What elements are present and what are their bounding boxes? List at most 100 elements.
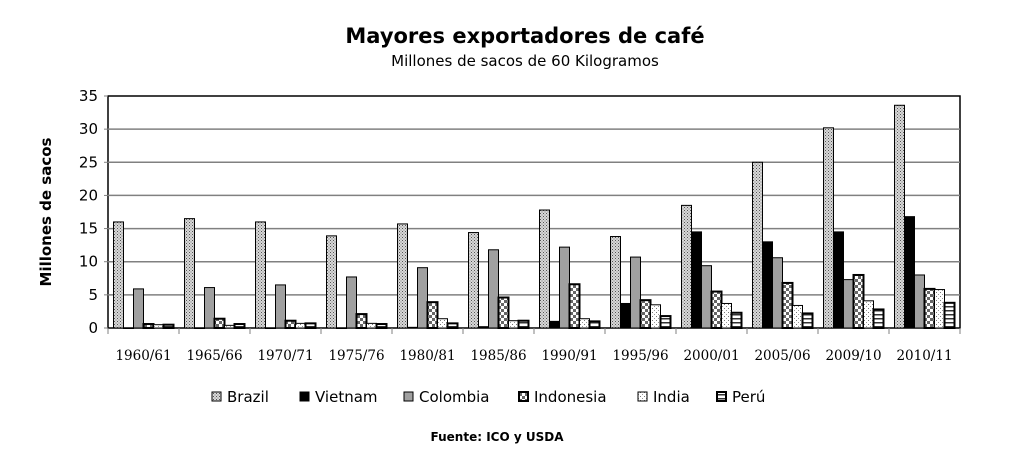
bar-perú-1985/86 — [517, 319, 530, 329]
bar-india-1975/76 — [366, 322, 377, 329]
bar-perú-1980/81 — [446, 322, 459, 329]
bar-vietnam-2010/11 — [904, 216, 915, 329]
bar-brazil-2005/06 — [752, 161, 763, 329]
bar-indonesia-1965/66 — [213, 317, 226, 330]
legend-label-colombia: Colombia — [419, 388, 490, 406]
bar-india-2010/11 — [934, 289, 945, 329]
bar-perú-2005/06 — [801, 312, 814, 330]
bar-brazil-1985/86 — [468, 232, 479, 329]
x-tick-label: 1965/66 — [186, 348, 242, 364]
bar-perú-1970/71 — [304, 322, 317, 329]
bar-indonesia-1985/86 — [497, 296, 510, 330]
y-axis-label: Millones de sacos — [37, 137, 55, 286]
x-tick-label: 1970/71 — [257, 348, 313, 364]
bar-perú-1995/96 — [659, 315, 672, 330]
bar-indonesia-1975/76 — [355, 313, 368, 329]
legend-swatch-colombia — [403, 391, 414, 402]
bar-vietnam-2005/06 — [762, 241, 773, 329]
bar-colombia-2010/11 — [914, 274, 925, 329]
bar-brazil-1965/66 — [184, 218, 195, 329]
x-tick-label: 1990/91 — [541, 348, 597, 364]
bar-colombia-2009/10 — [843, 279, 854, 329]
legend-swatch-perú — [716, 391, 727, 402]
x-tick-label: 1995/96 — [612, 348, 668, 364]
bar-colombia-1960/61 — [133, 288, 144, 329]
bar-vietnam-1995/96 — [620, 302, 631, 329]
bar-colombia-1980/81 — [417, 267, 428, 329]
bar-brazil-1975/76 — [326, 235, 337, 329]
y-tick-label: 35 — [79, 87, 98, 105]
bar-colombia-1995/96 — [630, 256, 641, 329]
bar-vietnam-1980/81 — [407, 326, 418, 329]
bar-perú-1960/61 — [162, 323, 175, 329]
bar-brazil-1995/96 — [610, 236, 621, 329]
bar-indonesia-1980/81 — [426, 301, 439, 329]
bar-india-1970/71 — [295, 322, 306, 329]
legend-swatch-brazil — [211, 391, 222, 402]
bar-vietnam-1985/86 — [478, 326, 489, 329]
x-tick-label: 1980/81 — [399, 348, 455, 364]
bar-indonesia-1960/61 — [142, 323, 155, 330]
y-tick-label: 10 — [79, 253, 98, 271]
bar-colombia-1965/66 — [204, 287, 215, 329]
x-tick-label: 2005/06 — [754, 348, 810, 364]
bar-brazil-1960/61 — [113, 221, 124, 329]
bar-india-1990/91 — [579, 318, 590, 329]
x-tick-label: 2009/10 — [825, 348, 881, 364]
bar-brazil-1970/71 — [255, 221, 266, 329]
bar-india-2000/01 — [721, 302, 732, 329]
bar-indonesia-2000/01 — [710, 290, 723, 329]
x-tick-label: 2000/01 — [683, 348, 739, 364]
x-tick-label: 1975/76 — [328, 348, 384, 364]
bar-colombia-1985/86 — [488, 249, 499, 329]
legend-label-india: India — [653, 388, 690, 406]
bar-brazil-2000/01 — [681, 204, 692, 329]
bar-india-1985/86 — [508, 320, 519, 329]
legend-swatch-india — [637, 391, 648, 402]
bar-india-2009/10 — [863, 300, 874, 329]
bar-vietnam-1960/61 — [123, 327, 134, 329]
bar-vietnam-2000/01 — [691, 231, 702, 329]
bar-vietnam-1990/91 — [549, 320, 560, 329]
bar-vietnam-1970/71 — [265, 327, 276, 329]
bar-perú-2010/11 — [943, 301, 956, 330]
bar-india-1995/96 — [650, 304, 661, 329]
y-tick-label: 0 — [88, 319, 98, 337]
x-tick-label: 2010/11 — [896, 348, 952, 364]
bar-vietnam-1975/76 — [336, 327, 347, 329]
bar-india-1965/66 — [224, 324, 235, 329]
bar-perú-2000/01 — [730, 311, 743, 329]
x-tick-label: 1960/61 — [115, 348, 171, 364]
bar-indonesia-1990/91 — [568, 283, 581, 330]
bar-indonesia-2010/11 — [923, 287, 936, 329]
bar-vietnam-2009/10 — [833, 231, 844, 329]
x-tick-label: 1985/86 — [470, 348, 526, 364]
bar-colombia-1975/76 — [346, 276, 357, 329]
bar-brazil-2010/11 — [894, 104, 905, 329]
y-tick-label: 15 — [79, 220, 98, 238]
legend-label-vietnam: Vietnam — [315, 388, 378, 406]
bar-colombia-1990/91 — [559, 246, 570, 329]
bar-perú-1965/66 — [233, 323, 246, 330]
bar-indonesia-1995/96 — [639, 299, 652, 330]
legend-label-indonesia: Indonesia — [534, 388, 607, 406]
y-tick-label: 20 — [79, 186, 98, 204]
y-tick-label: 30 — [79, 120, 98, 138]
bar-colombia-2005/06 — [772, 257, 783, 329]
legend-label-brazil: Brazil — [227, 388, 269, 406]
bar-colombia-1970/71 — [275, 284, 286, 329]
bar-india-1960/61 — [153, 324, 164, 329]
y-tick-label: 5 — [88, 286, 98, 304]
bar-perú-2009/10 — [872, 308, 885, 330]
bar-indonesia-2009/10 — [852, 273, 865, 330]
bar-brazil-1980/81 — [397, 223, 408, 329]
bar-colombia-2000/01 — [701, 265, 712, 329]
bar-indonesia-1970/71 — [284, 319, 297, 329]
bar-brazil-2009/10 — [823, 127, 834, 329]
legend-label-perú: Perú — [732, 388, 765, 406]
legend-swatch-indonesia — [518, 391, 529, 402]
y-tick-label: 25 — [79, 153, 98, 171]
legend-swatch-vietnam — [299, 391, 310, 402]
bar-india-1980/81 — [437, 318, 448, 329]
